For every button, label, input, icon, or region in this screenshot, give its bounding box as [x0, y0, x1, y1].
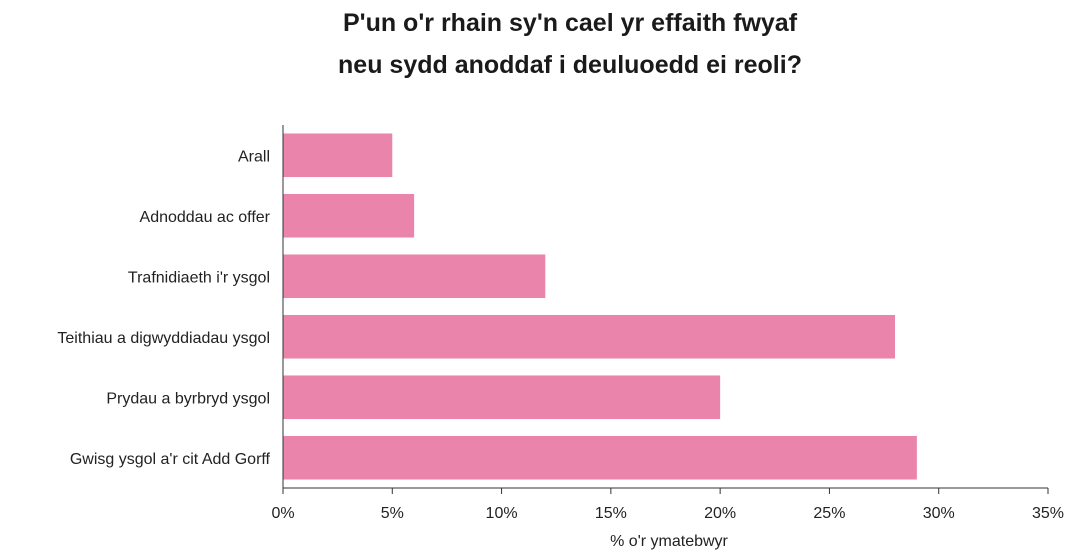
bars-group [283, 133, 917, 480]
category-label: Teithiau a digwyddiadau ysgol [57, 330, 270, 347]
category-label: Adnoddau ac offer [140, 209, 271, 226]
x-ticks [282, 488, 1049, 494]
category-labels: Arall Adnoddau ac offer Trafnidiaeth i'r y… [57, 148, 270, 468]
x-tick-label: 30% [923, 505, 955, 522]
x-tick-labels: 0% 5% 10% 15% 20% 25% 30% 35% [271, 505, 1064, 522]
chart-title-line-2: neu sydd anoddaf i deuluoedd ei reoli? [338, 51, 802, 79]
x-tick-label: 0% [271, 505, 294, 522]
x-tick-label: 15% [595, 505, 627, 522]
bar-3 [283, 314, 895, 359]
category-label: Gwisg ysgol a'r cit Add Gorff [70, 451, 271, 468]
bar-4 [283, 375, 721, 420]
x-tick-label: 5% [381, 505, 404, 522]
x-tick-label: 25% [813, 505, 845, 522]
bar-1 [283, 193, 415, 238]
category-label: Trafnidiaeth i'r ysgol [128, 269, 270, 286]
x-tick-label: 10% [486, 505, 518, 522]
category-label: Prydau a byrbryd ysgol [106, 390, 270, 407]
bar-0 [283, 133, 393, 178]
bar-5 [283, 435, 917, 480]
x-tick-label: 35% [1032, 505, 1064, 522]
category-label: Arall [238, 148, 270, 165]
bar-2 [283, 254, 546, 299]
x-tick-label: 20% [704, 505, 736, 522]
x-axis-title: % o'r ymatebwyr [610, 533, 728, 550]
chart-title-line-1: P'un o'r rhain sy'n cael yr effaith fwya… [343, 9, 798, 37]
